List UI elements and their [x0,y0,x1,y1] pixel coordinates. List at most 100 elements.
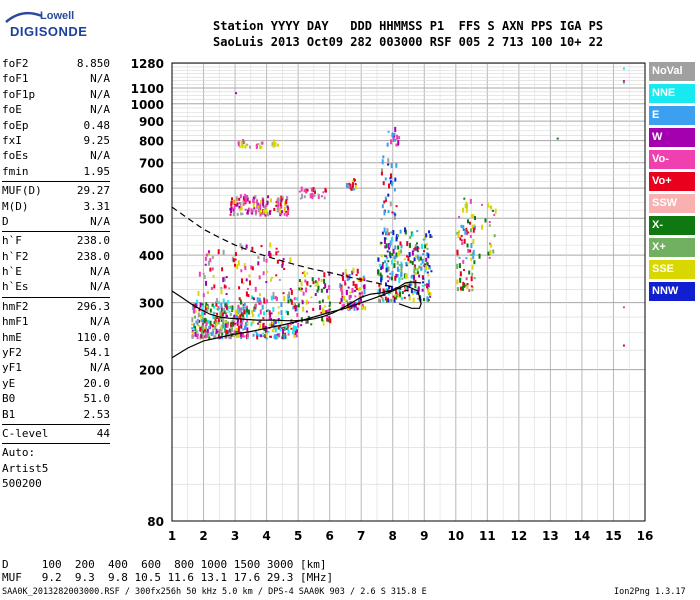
echo-mark [265,310,268,313]
echo-mark [225,276,228,279]
echo-mark [246,332,249,338]
param-value: 2.53 [83,407,111,421]
echo-mark [362,275,365,278]
echo-mark [236,264,239,270]
echo-mark [428,266,431,270]
echo-mark [461,285,464,291]
echo-mark [466,283,469,287]
echo-mark [390,139,393,145]
echo-mark [211,267,214,271]
echo-mark [263,298,266,304]
echo-mark [265,208,268,214]
echo-mark [306,319,309,324]
echo-mark [203,329,206,333]
echo-mark [377,289,380,294]
echo-mark [233,330,236,335]
echo-mark [272,296,275,300]
echo-mark [196,322,199,326]
echo-mark [236,319,239,323]
echo-mark [349,291,352,294]
echo-mark [264,214,267,217]
echo-mark [458,215,461,218]
echo-mark [492,249,495,254]
echo-mark [286,311,289,316]
echo-mark [459,237,462,241]
echo-mark [282,258,285,261]
echo-mark [202,328,205,334]
echo-mark [302,272,305,275]
echo-mark [268,310,271,316]
echo-mark [381,204,384,209]
echo-mark [345,289,348,295]
echo-mark [339,283,342,289]
echo-mark [356,307,359,311]
auto-scaling-line: Auto: [2,446,36,460]
echo-mark [320,278,323,282]
param-value: 238.0 [76,249,110,263]
echo-mark [408,252,411,258]
echo-mark [387,266,390,272]
echo-mark [463,197,466,200]
echo-mark [230,321,233,327]
echo-mark [221,336,224,340]
echo-mark [395,252,398,258]
echo-mark [277,311,280,315]
echo-mark [232,258,235,263]
echo-mark [328,316,331,319]
echo-mark [410,282,413,287]
echo-mark [268,250,271,253]
echo-mark [261,198,264,201]
echo-mark [204,256,207,261]
echo-mark [236,332,239,338]
echo-mark [272,322,275,326]
echo-mark [206,309,209,313]
param-divider [2,296,110,298]
echo-mark [256,297,259,303]
echo-mark [387,210,390,214]
echo-mark [231,305,234,311]
echo-mark [427,299,430,302]
echo-mark [301,287,304,290]
echo-mark [323,196,326,200]
echo-mark [205,320,208,326]
echo-mark [300,186,303,192]
x-tick-label: 13 [542,529,559,543]
param-name: B0 [2,392,16,406]
param-value: 20.0 [83,376,111,390]
y-tick-label: 1280 [131,57,164,71]
echo-mark [424,269,427,273]
echo-mark [262,209,265,214]
echo-mark [304,274,307,278]
echo-mark [387,163,390,166]
echo-mark [232,317,235,323]
echo-mark [350,187,353,191]
echo-mark [406,281,409,287]
y-tick-label: 900 [139,115,164,129]
echo-mark [421,281,424,284]
echo-mark [265,258,268,263]
echo-mark [303,270,306,274]
echo-mark [266,200,269,205]
param-value: 1.95 [83,164,111,178]
echo-mark [265,203,268,207]
echo-mark [466,284,469,289]
echo-mark [381,168,384,172]
echo-mark [218,329,221,335]
echo-mark [382,261,385,264]
echo-mark [463,238,466,244]
echo-mark [312,307,315,311]
echo-mark [305,287,308,293]
echo-mark [317,277,320,281]
echo-mark [310,296,313,299]
echo-mark [390,173,393,179]
echo-mark [354,284,357,289]
echo-mark [283,206,286,212]
param-name: foF1p [2,87,36,101]
echo-mark [471,264,474,270]
echo-mark [289,298,292,302]
echo-mark [242,304,245,307]
echo-mark [230,201,233,207]
echo-mark [388,183,391,189]
echo-mark [191,327,194,330]
echo-mark [488,220,491,223]
